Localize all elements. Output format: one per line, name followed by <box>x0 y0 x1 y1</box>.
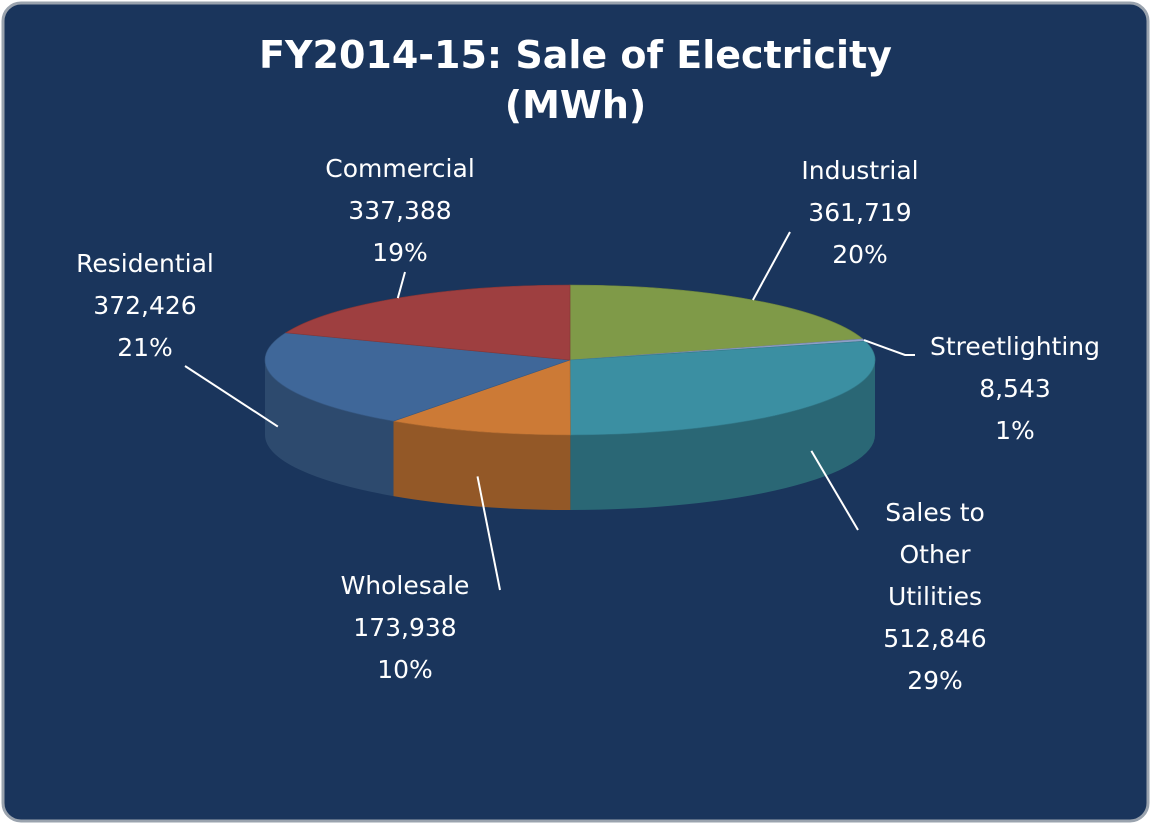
data-label: Commercial 337,388 19% <box>280 148 520 274</box>
leader-line <box>396 271 406 299</box>
category-label: Sales to Other Utilities <box>885 498 985 611</box>
value-label: 361,719 <box>808 198 912 227</box>
percent-label: 20% <box>832 240 888 269</box>
percent-label: 10% <box>377 655 433 684</box>
pie-slice <box>264 332 571 422</box>
leader-line <box>184 365 279 428</box>
leader-line <box>752 231 791 301</box>
data-label: Sales to Other Utilities 512,846 29% <box>870 492 1000 702</box>
category-label: Residential <box>76 249 214 278</box>
data-label: Streetlighting 8,543 1% <box>895 326 1135 452</box>
leader-line <box>810 450 859 531</box>
data-label: Residential 372,426 21% <box>25 243 265 369</box>
category-label: Industrial <box>801 156 919 185</box>
chart-title: FY2014-15: Sale of Electricity <box>259 33 892 77</box>
value-label: 372,426 <box>93 291 197 320</box>
value-label: 337,388 <box>348 196 452 225</box>
chart-subtitle: (MWh) <box>504 83 647 127</box>
percent-label: 29% <box>907 666 963 695</box>
leader-line <box>476 476 501 591</box>
percent-label: 21% <box>117 333 173 362</box>
pie-slice <box>569 340 876 436</box>
category-label: Commercial <box>325 154 475 183</box>
pie-slice-side <box>570 360 875 510</box>
value-label: 512,846 <box>883 624 987 653</box>
pie-slice <box>392 359 571 436</box>
pie-slice <box>569 284 864 361</box>
leader-line <box>863 339 915 356</box>
value-label: 8,543 <box>979 374 1051 403</box>
category-label: Streetlighting <box>929 332 1101 361</box>
value-label: 173,938 <box>353 613 457 642</box>
data-label: Wholesale 173,938 10% <box>285 565 525 691</box>
data-label: Industrial 361,719 20% <box>740 150 980 276</box>
category-label: Wholesale <box>340 571 470 600</box>
percent-label: 1% <box>995 416 1035 445</box>
pie-slice-side <box>393 421 571 510</box>
pie-slice <box>284 284 571 361</box>
percent-label: 19% <box>372 238 428 267</box>
pie-slice-side <box>265 360 394 497</box>
